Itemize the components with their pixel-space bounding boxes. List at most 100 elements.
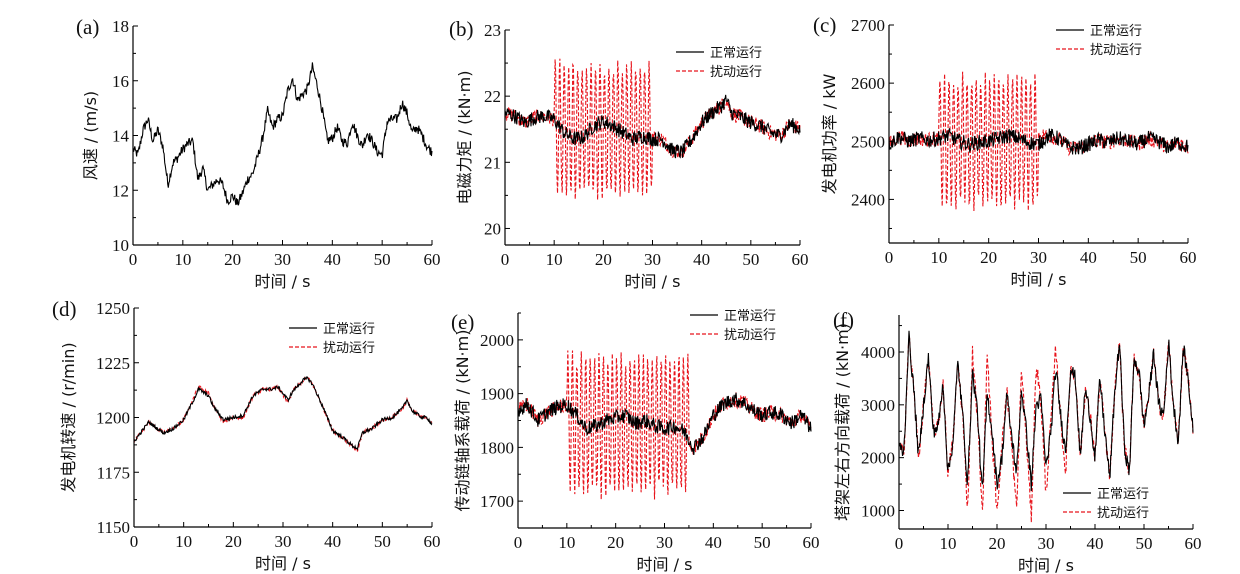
x-tick-label: 20 <box>224 250 241 269</box>
x-tick-label: 50 <box>1130 248 1147 267</box>
y-tick-label: 1250 <box>96 299 130 318</box>
y-tick-label: 2000 <box>861 449 895 468</box>
series-line-normal <box>889 128 1189 155</box>
x-tick-label: 10 <box>930 248 947 267</box>
y-axis-title: 风速 / (m/s) <box>81 91 100 180</box>
x-tick-label: 60 <box>803 533 820 552</box>
x-tick-label: 10 <box>175 532 192 551</box>
x-tick-label: 20 <box>595 250 612 269</box>
y-tick-label: 3000 <box>861 396 895 415</box>
x-tick-label: 20 <box>607 533 624 552</box>
plot-area <box>134 376 433 452</box>
x-axis-title: 时间 / s <box>637 555 693 574</box>
x-tick-label: 30 <box>656 533 673 552</box>
x-tick-label: 60 <box>424 532 441 551</box>
plot-area <box>133 62 433 206</box>
plot-area <box>899 330 1194 523</box>
y-tick-label: 2500 <box>851 132 885 151</box>
legend-label-disturbed: 扰动运行 <box>1097 506 1149 521</box>
x-tick-label: 40 <box>324 250 341 269</box>
y-tick-label: 14 <box>112 127 130 146</box>
x-tick-label: 50 <box>374 532 391 551</box>
panel-label: (f) <box>833 308 854 332</box>
legend-label-disturbed: 扰动运行 <box>710 65 762 80</box>
y-tick-label: 12 <box>112 181 129 200</box>
x-tick-label: 60 <box>1180 248 1197 267</box>
series-line-disturbed <box>518 350 812 500</box>
plot-area <box>889 71 1189 212</box>
series-line-disturbed <box>889 71 1189 212</box>
y-tick-label: 1700 <box>480 492 514 511</box>
y-tick-label: 16 <box>112 72 129 91</box>
y-axis-title: 电磁力矩 / (kN·m) <box>455 71 474 205</box>
y-tick-label: 1200 <box>96 409 130 428</box>
y-tick-label: 10 <box>112 236 129 255</box>
x-tick-label: 10 <box>558 533 575 552</box>
x-tick-label: 20 <box>225 532 242 551</box>
plot-area <box>518 350 812 500</box>
x-tick-label: 10 <box>546 250 563 269</box>
x-tick-label: 30 <box>644 250 661 269</box>
chart-panel-d: 0 10 20 30 40 50 60 1150 1175 1200 1225 1250 时间 / s 发… <box>52 297 441 573</box>
y-axis-title: 发电机转速 / (r/min) <box>59 342 78 492</box>
y-axis-title: 发电机功率 / kW <box>820 73 839 194</box>
x-tick-label: 40 <box>1080 248 1097 267</box>
x-tick-label: 10 <box>174 250 191 269</box>
y-tick-label: 20 <box>484 219 501 238</box>
series-line-normal <box>505 94 801 159</box>
plot-area <box>505 58 801 200</box>
x-tick-label: 20 <box>989 534 1006 553</box>
y-tick-label: 2400 <box>851 190 885 209</box>
x-tick-label: 50 <box>374 250 391 269</box>
x-tick-label: 60 <box>424 250 441 269</box>
x-tick-label: 60 <box>792 250 809 269</box>
y-tick-label: 22 <box>484 87 501 106</box>
panel-label: (d) <box>52 297 77 321</box>
x-tick-label: 40 <box>693 250 710 269</box>
y-axis-title: 传动链轴系载荷 / (kN·m) <box>453 330 472 512</box>
y-tick-label: 4000 <box>861 343 895 362</box>
x-tick-label: 0 <box>895 534 904 553</box>
x-tick-label: 30 <box>1030 248 1047 267</box>
legend-label-normal: 正常运行 <box>1090 24 1142 39</box>
x-tick-label: 0 <box>129 250 138 269</box>
panel-label: (b) <box>449 17 474 41</box>
x-tick-label: 0 <box>514 533 523 552</box>
x-tick-label: 40 <box>705 533 722 552</box>
panel-label: (c) <box>813 13 836 37</box>
x-tick-label: 30 <box>274 250 291 269</box>
y-tick-label: 21 <box>484 153 501 172</box>
x-tick-label: 0 <box>885 248 894 267</box>
x-axis-title: 时间 / s <box>625 272 681 291</box>
chart-panel-b: 0 10 20 30 40 50 60 20 21 22 23 时间 / s 电磁力矩 / (kN·m)… <box>449 17 809 291</box>
x-tick-label: 50 <box>742 250 759 269</box>
x-axis-title: 时间 / s <box>1018 556 1074 574</box>
legend-label-normal: 正常运行 <box>1097 487 1149 502</box>
x-axis-title: 时间 / s <box>255 272 311 291</box>
legend-label-disturbed: 扰动运行 <box>323 341 375 356</box>
x-tick-label: 50 <box>754 533 771 552</box>
legend-label-disturbed: 扰动运行 <box>1090 43 1142 58</box>
x-axis-title: 时间 / s <box>255 554 311 573</box>
panel-label: (e) <box>451 310 474 334</box>
legend-label-normal: 正常运行 <box>323 322 375 337</box>
y-tick-label: 1150 <box>97 518 130 537</box>
legend-label-normal: 正常运行 <box>724 309 776 324</box>
x-axis-title: 时间 / s <box>1011 270 1067 289</box>
x-tick-label: 0 <box>130 532 139 551</box>
series-line-normal <box>133 62 433 206</box>
y-tick-label: 2000 <box>480 331 514 350</box>
y-tick-label: 2600 <box>851 74 885 93</box>
y-tick-label: 23 <box>484 21 501 40</box>
x-tick-label: 10 <box>940 534 957 553</box>
x-tick-label: 60 <box>1185 534 1202 553</box>
y-tick-label: 1000 <box>861 502 895 521</box>
chart-panel-e: 0 10 20 30 40 50 60 1700 1800 1900 2000 时间 / s 传动链轴系… <box>451 309 820 574</box>
x-tick-label: 40 <box>324 532 341 551</box>
